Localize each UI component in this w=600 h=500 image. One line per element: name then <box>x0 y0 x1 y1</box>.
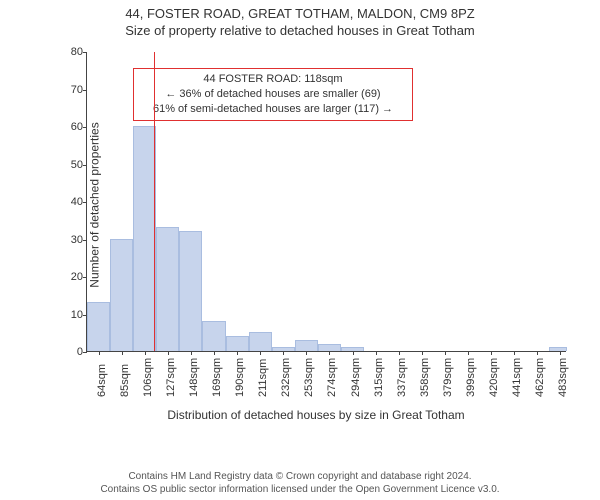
reference-line <box>154 52 155 351</box>
y-tick-label: 80 <box>57 46 83 58</box>
x-tick-label: 211sqm <box>257 359 269 397</box>
footer-attribution: Contains HM Land Registry data © Crown c… <box>0 470 600 496</box>
histogram-bar <box>87 302 110 351</box>
x-tick-label: 483sqm <box>557 358 569 397</box>
histogram-bar <box>156 227 179 351</box>
x-tick-label: 294sqm <box>350 358 362 397</box>
x-tick-label: 148sqm <box>188 358 200 397</box>
y-tick-label: 60 <box>57 121 83 133</box>
histogram-bar <box>318 344 341 352</box>
x-tick-label: 399sqm <box>465 358 477 397</box>
histogram-bar <box>341 347 364 351</box>
y-tick-label: 50 <box>57 159 83 171</box>
histogram-bar <box>133 126 156 351</box>
y-tick-label: 30 <box>57 234 83 246</box>
histogram-bar <box>110 239 133 352</box>
x-tick-label: 127sqm <box>165 358 177 397</box>
x-tick-label: 253sqm <box>303 358 315 397</box>
histogram-bar <box>272 347 295 351</box>
histogram-bar <box>226 336 249 351</box>
annotation-line-2: ← 36% of detached houses are smaller (69… <box>140 87 406 102</box>
y-tick-label: 0 <box>57 346 83 358</box>
chart-title-block: 44, FOSTER ROAD, GREAT TOTHAM, MALDON, C… <box>0 0 600 38</box>
histogram-bar <box>295 340 318 351</box>
annotation-line-1: 44 FOSTER ROAD: 118sqm <box>140 72 406 87</box>
x-tick-label: 85sqm <box>119 364 131 397</box>
x-tick-label: 232sqm <box>280 358 292 397</box>
x-tick-label: 441sqm <box>511 358 523 397</box>
histogram-bar <box>249 332 272 351</box>
x-tick-label: 190sqm <box>234 358 246 397</box>
x-tick-label: 169sqm <box>211 358 223 397</box>
x-tick-label: 106sqm <box>142 358 154 397</box>
title-line-2: Size of property relative to detached ho… <box>0 23 600 38</box>
histogram-bar <box>549 347 567 351</box>
plot-area: 44 FOSTER ROAD: 118sqm ← 36% of detached… <box>86 52 566 352</box>
x-axis-label: Distribution of detached houses by size … <box>56 408 576 422</box>
histogram-bar <box>179 231 202 351</box>
x-tick-label: 274sqm <box>326 358 338 397</box>
x-tick-label: 337sqm <box>396 358 408 397</box>
x-tick-label: 379sqm <box>442 358 454 397</box>
title-line-1: 44, FOSTER ROAD, GREAT TOTHAM, MALDON, C… <box>0 6 600 21</box>
chart-container: Number of detached properties 44 FOSTER … <box>56 48 576 408</box>
x-tick-label: 315sqm <box>373 358 385 397</box>
x-tick-label: 64sqm <box>96 364 108 397</box>
histogram-bar <box>202 321 225 351</box>
y-tick-label: 70 <box>57 84 83 96</box>
annotation-line-3: 61% of semi-detached houses are larger (… <box>140 102 406 117</box>
y-tick-label: 10 <box>57 309 83 321</box>
x-tick-label: 462sqm <box>534 358 546 397</box>
footer-line-2: Contains OS public sector information li… <box>0 483 600 496</box>
y-tick-label: 40 <box>57 196 83 208</box>
footer-line-1: Contains HM Land Registry data © Crown c… <box>0 470 600 483</box>
x-tick-label: 420sqm <box>488 358 500 397</box>
annotation-box: 44 FOSTER ROAD: 118sqm ← 36% of detached… <box>133 68 413 121</box>
y-tick-label: 20 <box>57 271 83 283</box>
x-tick-label: 358sqm <box>419 358 431 397</box>
